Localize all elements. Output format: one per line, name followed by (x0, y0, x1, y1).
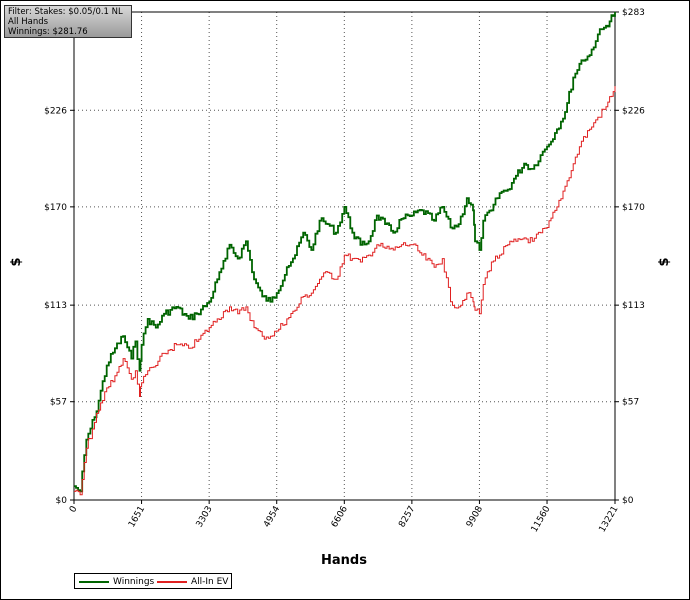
x-tick-label: 1651 (127, 505, 147, 530)
x-tick-label: 0 (68, 504, 80, 514)
x-tick-label: 6606 (330, 504, 350, 529)
y-tick-label-left: $226 (44, 106, 67, 116)
y-tick-label-left: $170 (44, 203, 67, 213)
series-lines (74, 12, 616, 496)
legend-label-winnings: Winnings (113, 576, 155, 587)
y-tick-label-right: $226 (622, 106, 645, 116)
x-tick-label: 4954 (262, 504, 282, 529)
legend-item-allin-ev: All-In EV (157, 576, 228, 587)
y-tick-label-right: $113 (622, 301, 645, 311)
y-tick-label-left: $57 (50, 398, 67, 408)
series-line-allin-ev (74, 86, 616, 496)
y-tick-label-left: $0 (56, 496, 68, 506)
filter-stakes-text: Filter: Stakes: $0.05/0.1 NL (8, 7, 123, 17)
series-line-winnings (74, 12, 616, 493)
legend-swatch-allin-ev (157, 580, 187, 583)
legend: Winnings All-In EV (74, 573, 232, 589)
x-tick-label: 3303 (195, 505, 215, 530)
y-axis-title-right: $ (657, 257, 672, 266)
x-axis-title: Hands (321, 553, 367, 568)
legend-swatch-winnings (79, 580, 109, 583)
x-tick-label: 8257 (397, 505, 417, 530)
legend-item-winnings: Winnings (79, 576, 154, 587)
filter-winnings-text: Winnings: $281.76 (8, 27, 88, 37)
x-tick-label: 13221 (598, 505, 621, 535)
legend-label-allin-ev: All-In EV (191, 576, 229, 587)
axis-ticks: $0$0$57$57$113$113$170$170$226$226$283$2… (44, 8, 645, 534)
y-axis-title-left: $ (9, 257, 24, 266)
y-tick-label-right: $170 (622, 203, 645, 213)
x-tick-label: 9908 (465, 504, 485, 529)
y-tick-label-left: $113 (44, 301, 67, 311)
y-tick-label-right: $57 (622, 398, 639, 408)
filter-info-box: Filter: Stakes: $0.05/0.1 NL All Hands W… (4, 5, 132, 38)
x-tick-label: 11560 (530, 504, 553, 534)
y-tick-label-right: $0 (622, 496, 634, 506)
y-tick-label-right: $283 (622, 8, 645, 18)
filter-hands-text: All Hands (8, 17, 49, 27)
